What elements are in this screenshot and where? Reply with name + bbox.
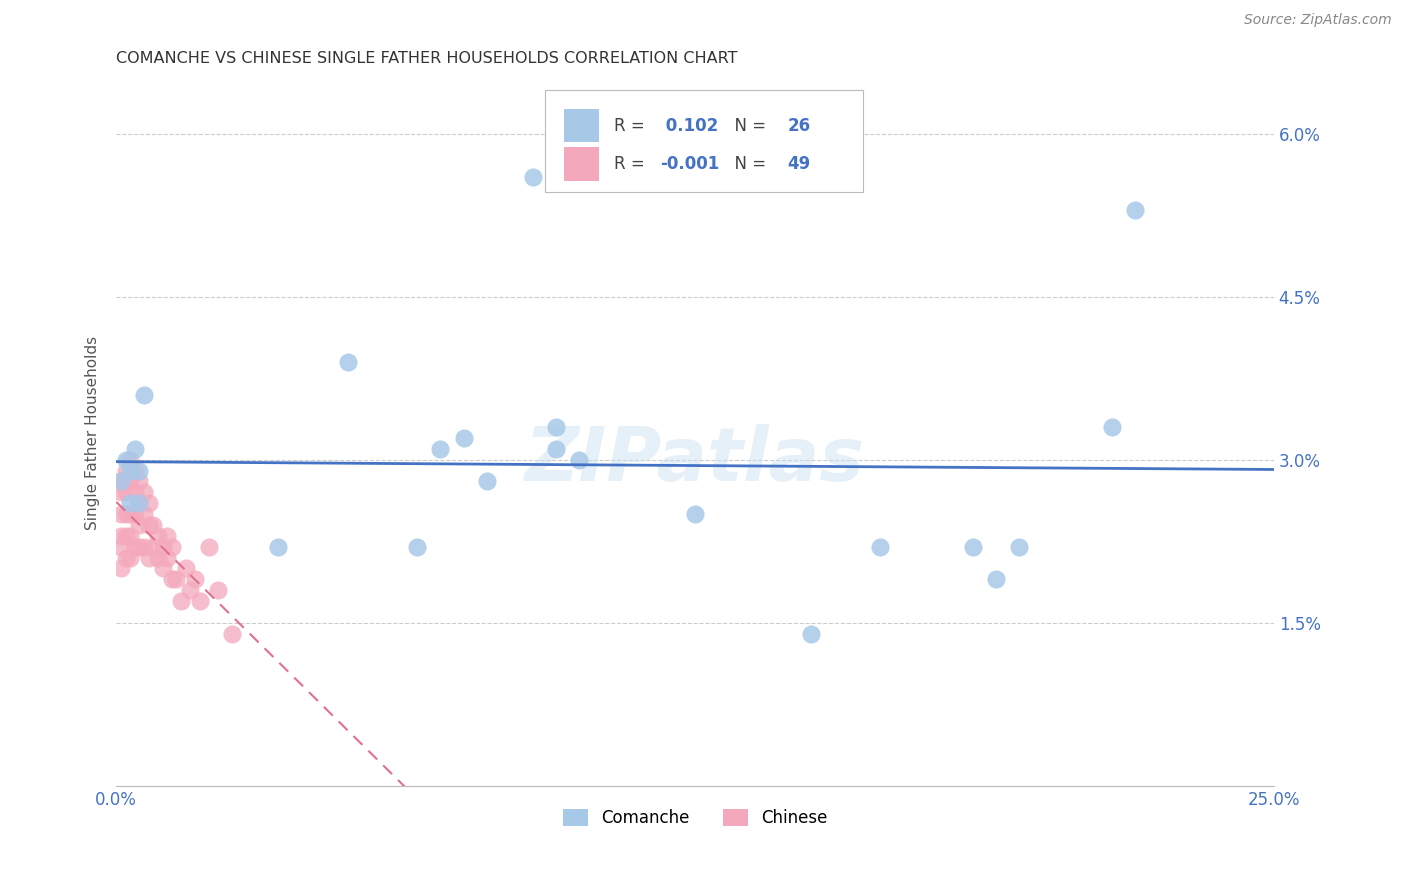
Point <box>166 572 188 586</box>
Point <box>120 464 142 478</box>
Point <box>128 540 150 554</box>
Y-axis label: Single Father Households: Single Father Households <box>86 335 100 530</box>
Point <box>114 550 136 565</box>
Point <box>146 529 169 543</box>
Text: R =: R = <box>614 155 650 173</box>
Point <box>198 540 221 554</box>
Point <box>160 572 183 586</box>
Point <box>124 507 146 521</box>
Point <box>1101 420 1123 434</box>
Point <box>156 529 179 543</box>
Point <box>110 475 132 489</box>
Point <box>142 518 165 533</box>
Point <box>120 550 142 565</box>
Text: Source: ZipAtlas.com: Source: ZipAtlas.com <box>1244 13 1392 28</box>
Point <box>124 442 146 456</box>
Point <box>152 540 174 554</box>
Point <box>568 452 591 467</box>
Point <box>138 496 160 510</box>
Point <box>128 475 150 489</box>
Text: 49: 49 <box>787 155 811 173</box>
Point <box>962 540 984 554</box>
Point <box>114 529 136 543</box>
Point <box>160 540 183 554</box>
Point <box>132 540 155 554</box>
Point <box>114 485 136 500</box>
Point <box>120 452 142 467</box>
Point <box>110 485 132 500</box>
Point <box>114 507 136 521</box>
Point <box>1008 540 1031 554</box>
Point <box>984 572 1007 586</box>
Point <box>120 507 142 521</box>
Text: N =: N = <box>724 117 772 136</box>
Point <box>124 485 146 500</box>
Point <box>114 452 136 467</box>
Point <box>546 420 568 434</box>
Text: N =: N = <box>724 155 772 173</box>
Point <box>221 626 243 640</box>
Point <box>406 540 429 554</box>
Point <box>110 507 132 521</box>
Point <box>207 583 229 598</box>
Point <box>869 540 891 554</box>
Point <box>124 540 146 554</box>
Point <box>110 529 132 543</box>
Text: ZIPatlas: ZIPatlas <box>524 425 865 498</box>
Point <box>128 464 150 478</box>
Point <box>156 550 179 565</box>
Point <box>110 561 132 575</box>
Point <box>110 475 132 489</box>
Point <box>146 550 169 565</box>
Point <box>124 464 146 478</box>
Point <box>128 496 150 510</box>
Legend: Comanche, Chinese: Comanche, Chinese <box>555 803 834 834</box>
Point <box>120 496 142 510</box>
Point <box>546 442 568 456</box>
Bar <box>564 146 599 180</box>
Text: -0.001: -0.001 <box>661 155 720 173</box>
Point <box>1123 202 1146 217</box>
Point <box>138 550 160 565</box>
Point <box>128 518 150 533</box>
FancyBboxPatch shape <box>544 90 863 193</box>
Point <box>267 540 290 554</box>
Point <box>128 496 150 510</box>
Point <box>683 507 706 521</box>
Point <box>336 355 359 369</box>
Point <box>138 518 160 533</box>
Point <box>132 387 155 401</box>
Text: 26: 26 <box>787 117 811 136</box>
Text: 0.102: 0.102 <box>661 117 718 136</box>
Point <box>475 475 498 489</box>
Text: COMANCHE VS CHINESE SINGLE FATHER HOUSEHOLDS CORRELATION CHART: COMANCHE VS CHINESE SINGLE FATHER HOUSEH… <box>117 51 738 66</box>
Point <box>132 485 155 500</box>
Bar <box>564 109 599 143</box>
Point <box>184 572 207 586</box>
Point <box>179 583 201 598</box>
Point <box>188 594 211 608</box>
Point <box>142 540 165 554</box>
Point <box>152 561 174 575</box>
Point <box>114 464 136 478</box>
Point <box>174 561 197 575</box>
Point <box>170 594 193 608</box>
Text: R =: R = <box>614 117 650 136</box>
Point <box>800 626 823 640</box>
Point <box>522 170 544 185</box>
Point <box>429 442 451 456</box>
Point <box>120 529 142 543</box>
Point <box>110 540 132 554</box>
Point <box>120 475 142 489</box>
Point <box>453 431 475 445</box>
Point <box>132 507 155 521</box>
